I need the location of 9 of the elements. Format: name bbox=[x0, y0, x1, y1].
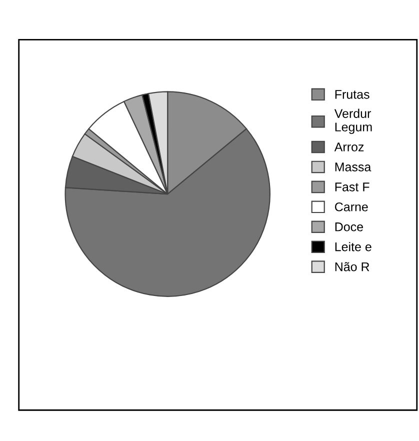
legend-label: Doce bbox=[335, 222, 363, 232]
legend-label: Verdur Legum bbox=[334, 108, 372, 134]
legend-label: Leite e bbox=[335, 242, 372, 252]
legend-label: Arroz bbox=[334, 142, 364, 152]
legend-label: Não R bbox=[335, 262, 370, 272]
legend-label: Fast F bbox=[335, 182, 370, 192]
legend-label: Frutas bbox=[335, 90, 370, 99]
legend-label: Massa bbox=[335, 162, 372, 172]
legend-label: Carne bbox=[334, 202, 368, 212]
